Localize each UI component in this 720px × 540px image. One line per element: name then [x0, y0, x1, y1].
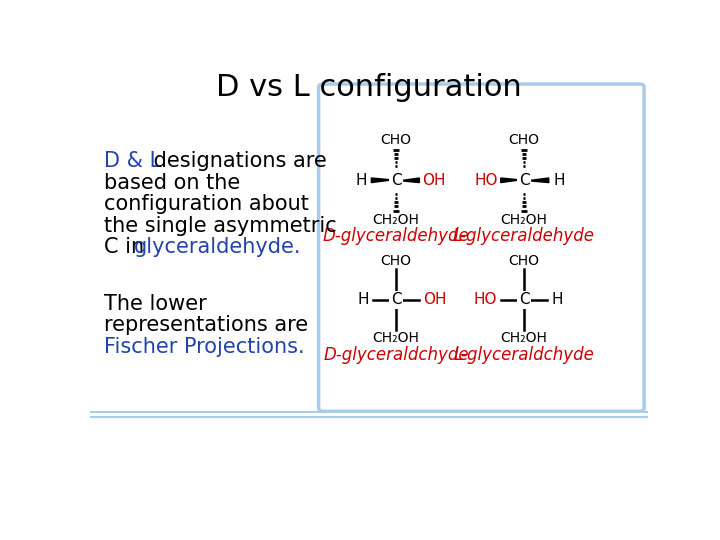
Text: HO: HO: [475, 173, 498, 188]
Text: Fischer Projections.: Fischer Projections.: [104, 336, 305, 356]
Text: H: H: [551, 292, 562, 307]
Text: H: H: [358, 292, 369, 307]
Text: CH₂OH: CH₂OH: [500, 213, 547, 227]
Text: the single asymmetric: the single asymmetric: [104, 215, 337, 236]
Text: representations are: representations are: [104, 315, 308, 335]
Text: CH₂OH: CH₂OH: [373, 331, 420, 345]
Polygon shape: [528, 178, 549, 183]
Text: L-glyceraldehyde: L-glyceraldehyde: [453, 227, 595, 245]
Text: configuration about: configuration about: [104, 194, 309, 214]
Text: CHO: CHO: [381, 133, 412, 147]
Text: CH₂OH: CH₂OH: [500, 331, 547, 345]
Text: based on the: based on the: [104, 173, 240, 193]
Text: HO: HO: [473, 292, 497, 307]
Text: designations are: designations are: [147, 151, 326, 171]
Text: L-glyceraldchyde: L-glyceraldchyde: [454, 346, 595, 364]
Text: C: C: [391, 173, 402, 188]
Text: CHO: CHO: [508, 254, 539, 268]
Text: C in: C in: [104, 237, 150, 257]
Text: H: H: [355, 173, 366, 188]
Text: CHO: CHO: [381, 254, 412, 268]
Polygon shape: [400, 178, 419, 183]
Text: H: H: [554, 173, 565, 188]
Text: OH: OH: [422, 173, 445, 188]
Polygon shape: [500, 178, 520, 183]
FancyBboxPatch shape: [319, 84, 644, 411]
Text: The lower: The lower: [104, 294, 207, 314]
Polygon shape: [372, 178, 392, 183]
Text: CHO: CHO: [508, 133, 539, 147]
Text: D-glyceraldchyde: D-glyceraldchyde: [323, 346, 469, 364]
Text: D-glyceraldehyde: D-glyceraldehyde: [323, 227, 469, 245]
Text: C: C: [518, 292, 529, 307]
Text: C: C: [518, 173, 529, 188]
Text: OH: OH: [423, 292, 446, 307]
Text: D & L: D & L: [104, 151, 161, 171]
Text: C: C: [391, 292, 402, 307]
Text: D vs L configuration: D vs L configuration: [216, 73, 522, 103]
Text: glyceraldehyde.: glyceraldehyde.: [133, 237, 301, 257]
Text: CH₂OH: CH₂OH: [373, 213, 420, 227]
